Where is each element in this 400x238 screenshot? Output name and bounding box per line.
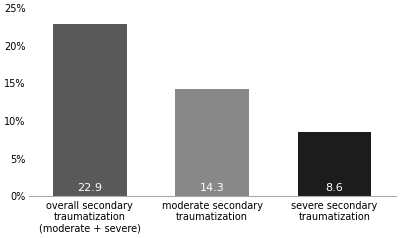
Bar <box>298 132 371 196</box>
Bar <box>53 24 126 196</box>
Text: 22.9: 22.9 <box>77 183 102 193</box>
Text: 8.6: 8.6 <box>326 183 344 193</box>
Bar <box>176 89 249 196</box>
Text: 14.3: 14.3 <box>200 183 224 193</box>
